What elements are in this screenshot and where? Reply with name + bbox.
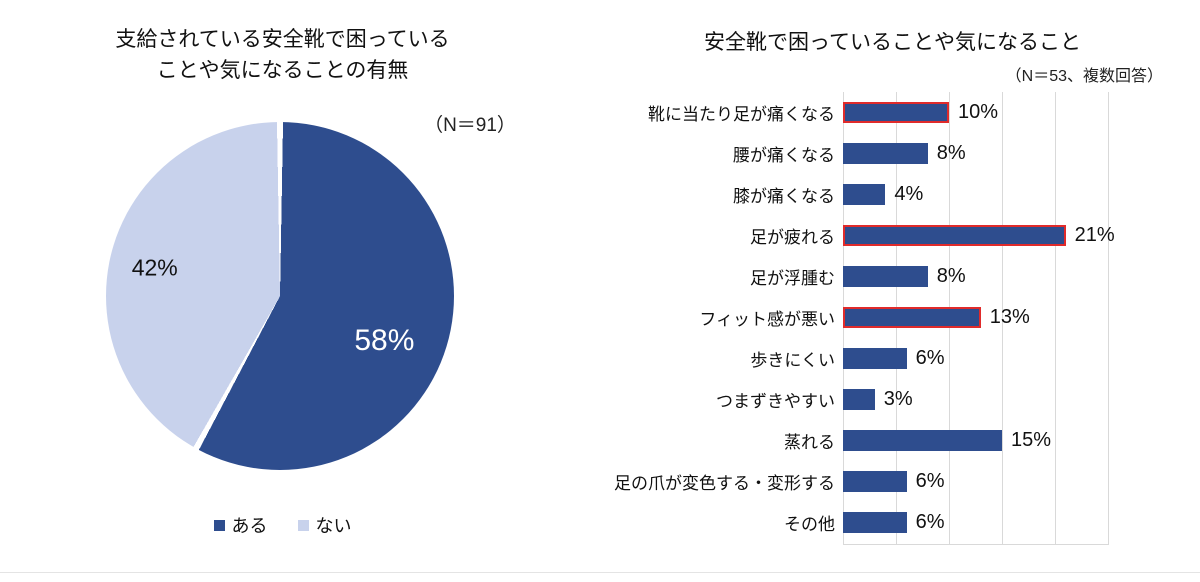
legend-label-aru: ある xyxy=(231,516,268,536)
bar-category-label: 足が疲れる xyxy=(750,228,835,247)
bar-row: 歩きにくい 6% xyxy=(585,338,1185,379)
legend-swatch-nai xyxy=(297,519,309,531)
bar-value-label: 10% xyxy=(958,101,999,123)
legend-label-nai: ない xyxy=(315,516,352,536)
bar-area: 6% xyxy=(843,347,1185,370)
pie-title-line2: ことや気になることの有無 xyxy=(156,59,409,82)
legend-swatch-aru xyxy=(213,519,225,531)
bottom-divider xyxy=(0,572,1200,573)
bar-chart-panel: 安全靴で困っていることや気になること （N＝53、複数回答） 靴に当たり足が痛く… xyxy=(585,0,1200,582)
pie-sample-size: （N＝91） xyxy=(424,115,516,136)
bar xyxy=(843,389,875,410)
gridline xyxy=(1002,92,1003,545)
bar xyxy=(843,143,928,164)
bar-row: 靴に当たり足が痛くなる 10% xyxy=(585,92,1185,133)
bar-row: 足が疲れる 21% xyxy=(585,215,1185,256)
bar-value-label: 15% xyxy=(1011,429,1052,451)
pie-chart-panel: 支給されている安全靴で困っている ことや気になることの有無 （N＝91） 58%… xyxy=(0,0,565,582)
bar-chart-body: 靴に当たり足が痛くなる 10% 腰が痛くなる 8% 膝が痛くなる 4% 足が疲れる 21% 足が… xyxy=(585,92,1185,545)
bar-category-label: 歩きにくい xyxy=(750,351,835,370)
bar-category-label: 足が浮腫む xyxy=(750,269,835,288)
bar-value-label: 13% xyxy=(989,306,1030,328)
bar-highlighted xyxy=(843,102,949,123)
bar-category-label: 足の爪が変色する・変形する xyxy=(614,474,835,493)
bar-row: その他 6% xyxy=(585,502,1185,543)
bar-value-label: 4% xyxy=(894,183,924,205)
bar-highlighted xyxy=(843,307,981,328)
bar xyxy=(843,348,907,369)
bar-row: 腰が痛くなる 8% xyxy=(585,133,1185,174)
bar-row: 足が浮腫む 8% xyxy=(585,256,1185,297)
pie-slice-label-aru: 58% xyxy=(354,324,415,358)
bar-value-label: 6% xyxy=(915,470,945,492)
bar-sample-size: （N＝53、複数回答） xyxy=(1005,68,1163,85)
bar-rows: 靴に当たり足が痛くなる 10% 腰が痛くなる 8% 膝が痛くなる 4% 足が疲れる 21% 足が… xyxy=(585,92,1185,543)
bar-row: 足の爪が変色する・変形する 6% xyxy=(585,461,1185,502)
bar-area: 3% xyxy=(843,388,1185,411)
gridline xyxy=(1055,92,1056,545)
bar-category-label: 膝が痛くなる xyxy=(733,187,835,206)
bar-value-label: 3% xyxy=(883,388,913,410)
bar-area: 15% xyxy=(843,429,1185,452)
pie-title-line1: 支給されている安全靴で困っている xyxy=(115,28,450,51)
bar-category-label: つまずきやすい xyxy=(716,392,835,411)
bar-area: 10% xyxy=(843,101,1185,124)
legend-item-nai: ない xyxy=(297,512,352,538)
bar-area: 13% xyxy=(843,306,1185,329)
bar-area: 4% xyxy=(843,183,1185,206)
bar-row: 蒸れる 15% xyxy=(585,420,1185,461)
pie: 58% 42% xyxy=(106,122,454,470)
bar xyxy=(843,184,886,205)
bar-area: 21% xyxy=(843,224,1185,247)
bar-chart-title: 安全靴で困っていることや気になること xyxy=(704,31,1081,54)
bar-row: フィット感が悪い 13% xyxy=(585,297,1185,338)
pie-slice-label-nai: 42% xyxy=(131,254,178,281)
bar-highlighted xyxy=(843,225,1066,246)
bar-category-label: フィット感が悪い xyxy=(699,310,835,329)
bar-area: 8% xyxy=(843,142,1185,165)
bar xyxy=(843,471,907,492)
bar-row: 膝が痛くなる 4% xyxy=(585,174,1185,215)
bar-value-label: 8% xyxy=(936,265,966,287)
bar xyxy=(843,266,928,287)
bar-category-label: 蒸れる xyxy=(784,433,835,452)
pie-legend: ある ない xyxy=(0,512,565,538)
bar xyxy=(843,512,907,533)
bar-value-label: 6% xyxy=(915,511,945,533)
bar-value-label: 21% xyxy=(1074,224,1115,246)
bar-value-label: 6% xyxy=(915,347,945,369)
gridline xyxy=(1108,92,1109,545)
bar xyxy=(843,430,1002,451)
bar-area: 6% xyxy=(843,470,1185,493)
bar-category-label: その他 xyxy=(784,515,835,534)
bar-area: 6% xyxy=(843,511,1185,534)
bar-category-label: 腰が痛くなる xyxy=(733,146,835,165)
bar-row: つまずきやすい 3% xyxy=(585,379,1185,420)
bar-category-label: 靴に当たり足が痛くなる xyxy=(648,105,835,124)
bar-area: 8% xyxy=(843,265,1185,288)
legend-item-aru: ある xyxy=(213,512,268,538)
bar-value-label: 8% xyxy=(936,142,966,164)
pie-chart-title: 支給されている安全靴で困っている ことや気になることの有無 xyxy=(0,24,565,86)
